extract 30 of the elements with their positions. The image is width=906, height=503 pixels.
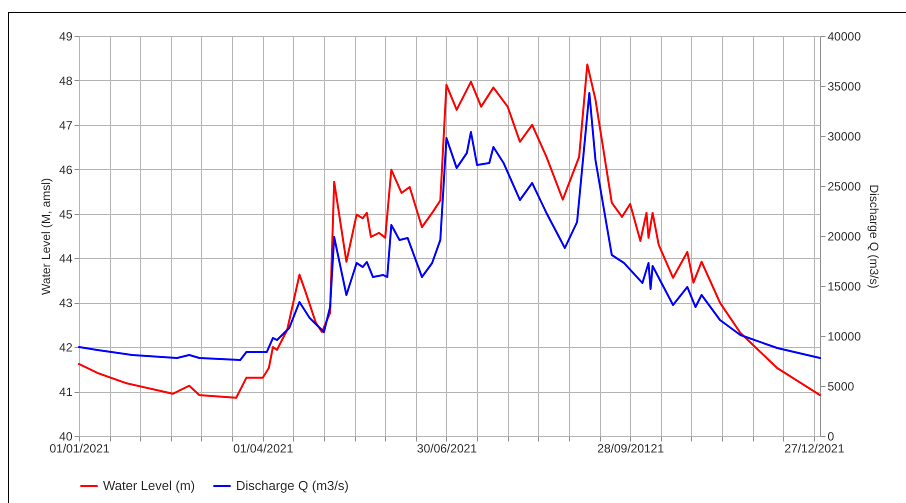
- y-tick-label: 48: [59, 74, 73, 88]
- y2-tick-label: 15000: [828, 280, 862, 294]
- y2-tick-label: 5000: [828, 380, 855, 394]
- y2-tick-label: 25000: [828, 180, 862, 194]
- y2-tick-label: 35000: [828, 80, 862, 94]
- y2-tick-label: 20000: [828, 230, 862, 244]
- legend-label: Discharge Q (m3/s): [236, 478, 349, 493]
- x-tick-label: 01/04/2021: [233, 442, 294, 456]
- line-series: [78, 92, 821, 361]
- y-tick-label: 49: [59, 30, 73, 44]
- y-tick-label: 44: [59, 252, 73, 266]
- y2-tick-label: 40000: [828, 30, 862, 44]
- x-tick-label: 27/12/2021: [784, 442, 845, 456]
- line-series: [78, 63, 821, 399]
- y-tick-label: 47: [59, 118, 73, 132]
- y-tick-label: 43: [59, 296, 73, 310]
- y2-axis-title: Discharge Q (m3/s): [866, 184, 881, 289]
- y-tick-label: 42: [59, 340, 73, 355]
- y2-tick-label: 30000: [828, 130, 862, 144]
- x-tick-label: 30/06/2021: [416, 442, 478, 456]
- y-tick-label: 45: [59, 207, 73, 222]
- x-tick-label: 01/01/2021: [49, 442, 110, 456]
- legend-label: Water Level (m): [103, 478, 195, 493]
- y-tick-label: 40: [59, 430, 73, 444]
- y-tick-label: 46: [59, 162, 73, 177]
- x-tick-label: 28/09/20121: [597, 442, 664, 456]
- y2-tick-label: 0: [828, 430, 834, 444]
- y2-tick-label: 10000: [828, 330, 862, 344]
- y-tick-label: 41: [59, 385, 73, 400]
- y-axis-title: Water Level (M, amsl): [39, 178, 54, 295]
